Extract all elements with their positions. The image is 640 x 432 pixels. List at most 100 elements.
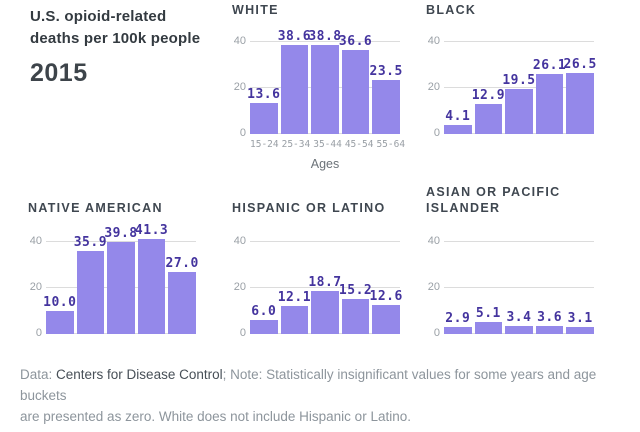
bar-slot: 38.6 [278,29,311,134]
bar-slot: 39.8 [104,226,137,334]
bar [535,325,564,334]
bar-value-label: 23.5 [369,63,403,79]
bar-slot: 13.6 [247,42,280,134]
bar-slot: 6.0 [250,242,278,334]
y-tick-label: 20 [29,281,42,293]
bars-group: 6.0 12.1 18.7 15.2 12.6 [250,242,402,334]
bar [107,242,135,334]
y-tick-label: 0 [433,327,440,339]
bar-slot: 10.0 [43,242,76,334]
panel-title: ASIAN OR PACIFIC ISLANDER [426,185,561,215]
bar-value-label: 26.1 [532,57,567,73]
bars-group: 13.6 38.6 38.8 36.6 23.5 [247,29,402,134]
bar [280,306,309,334]
gridline [444,41,594,42]
y-tick-label: 40 [233,235,246,247]
bar-value-label: 26.5 [563,57,597,73]
footer-line-1: Data: Centers for Disease Control; Note:… [20,364,628,406]
y-tick-label: 20 [233,81,246,93]
bar-value-label: 2.9 [445,311,471,327]
panel-black: BLACK 0 20 40 4.1 12.9 19.5 26.1 26.5 [424,2,597,139]
panel-title: WHITE [232,3,279,17]
bar-value-label: 10.0 [43,295,77,310]
bar [505,89,533,134]
bar-slot: 27.0 [166,242,198,334]
bar [372,79,400,134]
bar-slot: 2.9 [444,242,472,334]
chart-title-line-1: U.S. opioid-related [30,8,167,25]
y-tick-label: 0 [239,127,246,139]
bar [341,299,370,334]
footer-note-text: ; Note: Statistically insignificant valu… [20,367,597,403]
plot-area: 0 20 40 4.1 12.9 19.5 26.1 26.5 [428,35,597,139]
bar [505,326,533,334]
bar-value-label: 38.6 [277,29,312,45]
panel-title: BLACK [426,3,477,17]
bar-slot: 19.5 [502,42,535,134]
panel-title: HISPANIC OR LATINO [232,201,386,215]
gridline [444,87,594,88]
bar [444,124,472,134]
bar [311,291,339,334]
bar-value-label: 19.5 [502,73,536,89]
bar [535,73,564,134]
y-tick-label: 40 [29,235,42,247]
bar-value-label: 3.1 [567,310,593,326]
y-tick-label: 20 [427,281,440,293]
bar-slot: 3.6 [535,242,564,334]
y-tick-label: 0 [35,327,42,339]
footer-line-2: are presented as zero. White does not in… [20,409,411,424]
footer-note: Data: Centers for Disease Control; Note:… [20,364,628,432]
plot-area: 0 20 40 13.6 38.6 38.8 36.6 23.5 [234,29,403,139]
bar-value-label: 15.2 [338,283,373,299]
bar-slot: 23.5 [370,42,402,134]
bar-slot: 26.5 [564,42,596,134]
bar-slot: 3.1 [566,242,594,334]
panel-native-american: NATIVE AMERICAN 0 20 40 10.0 35.9 39.8 41.3 27.0 [26,184,199,339]
bar [474,322,503,334]
bar-value-label: 18.7 [308,275,342,290]
footer-data-label: Data: [20,367,57,382]
bar-value-label: 3.6 [537,309,563,325]
bar-value-label: 12.9 [471,88,506,104]
bar [311,44,339,134]
x-tick-label: 55-64 [376,139,406,150]
bar [250,320,278,334]
bar [250,102,278,134]
bar-slot: 36.6 [339,34,372,134]
x-tick-label: 45-54 [344,139,374,150]
bar [444,327,472,334]
panel-hispanic-latino: HISPANIC OR LATINO 0 20 40 6.0 12.1 18.7 15.2 12… [230,184,402,339]
y-tick-label: 20 [233,281,246,293]
bar-slot: 15.2 [339,242,372,334]
bar-value-label: 6.0 [251,304,277,320]
chart-title-line-2: deaths per 100k people [30,30,201,47]
bar-value-label: 12.6 [369,289,403,305]
bar-value-label: 39.8 [104,226,138,242]
gridline [444,287,594,288]
panel-asian-pacific: ASIAN OR PACIFIC ISLANDER 0 20 40 2.9 5.1 3.4 3… [424,184,596,339]
bar-value-label: 13.6 [247,86,281,102]
bars-group: 10.0 35.9 39.8 41.3 27.0 [43,223,198,334]
plot-area: 0 20 40 2.9 5.1 3.4 3.6 3.1 [428,235,594,339]
bar-value-label: 12.1 [277,290,312,306]
bar-slot: 26.1 [533,42,566,134]
bar-slot: 4.1 [444,42,472,134]
gridline [46,241,196,242]
x-tick-label: 25-34 [281,139,311,150]
bar-slot: 12.9 [472,42,505,134]
plot-area: 0 20 40 10.0 35.9 39.8 41.3 27.0 [30,223,199,339]
y-tick-label: 0 [239,327,246,339]
bar-value-label: 4.1 [445,108,471,124]
panel-title: NATIVE AMERICAN [28,201,163,215]
y-tick-label: 40 [233,35,246,47]
bar-value-label: 41.3 [134,223,169,239]
chart-year: 2015 [30,59,88,87]
bar-slot: 38.8 [308,29,341,134]
bar [137,239,166,334]
bar-slot: 41.3 [135,223,168,334]
bar-slot: 35.9 [74,235,107,334]
gridline [250,241,400,242]
bars-group: 4.1 12.9 19.5 26.1 26.5 [444,42,596,134]
